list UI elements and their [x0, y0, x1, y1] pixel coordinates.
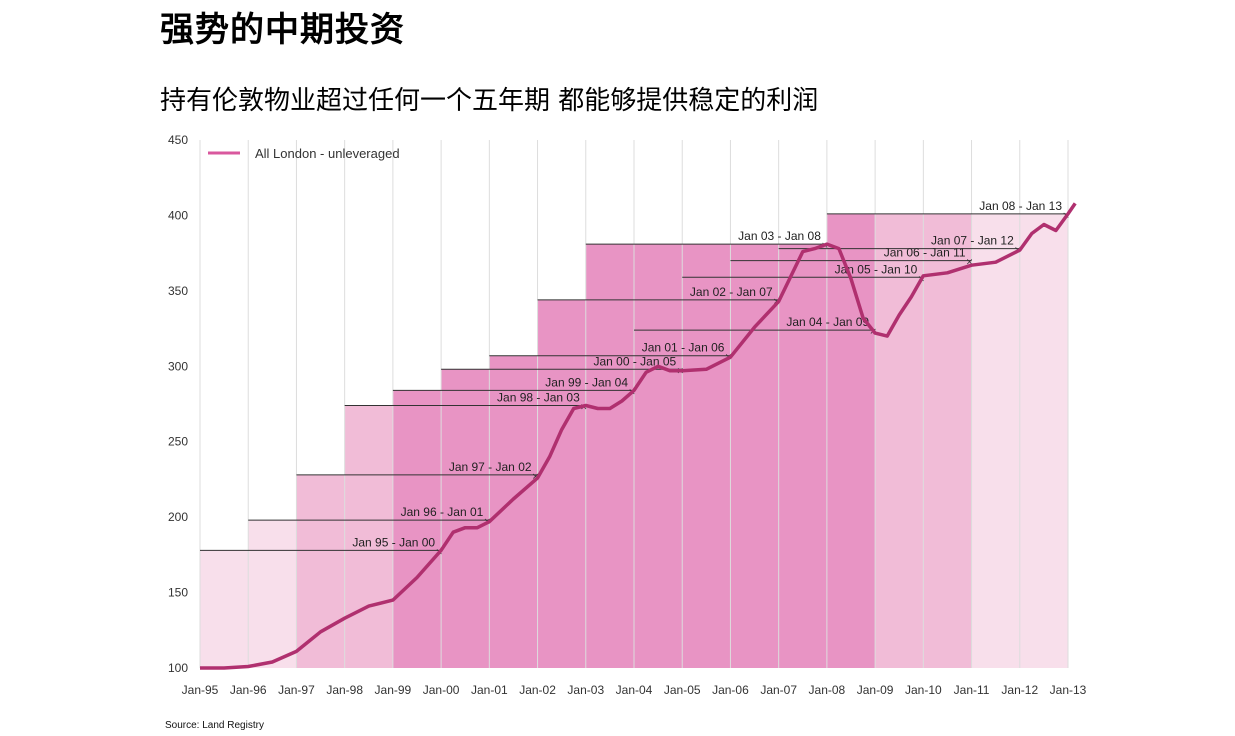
period-label: Jan 98 - Jan 03	[497, 391, 580, 405]
period-label: Jan 95 - Jan 00	[352, 535, 435, 549]
y-tick-label: 150	[168, 586, 188, 600]
period-label: Jan 99 - Jan 04	[545, 375, 628, 389]
period-label: Jan 01 - Jan 06	[642, 341, 725, 355]
chart-subtitle: 持有伦敦物业超过任何一个五年期 都能够提供稳定的利润	[160, 86, 819, 116]
period-label: Jan 06 - Jan 11	[884, 246, 966, 260]
series-lines	[200, 202, 1077, 670]
x-tick-label: Jan-96	[230, 683, 267, 697]
x-tick-label: Jan-98	[326, 683, 363, 697]
y-tick-label: 450	[168, 133, 188, 147]
source-note: Source: Land Registry	[165, 720, 264, 731]
y-tick-label: 300	[168, 359, 188, 373]
period-label: Jan 08 - Jan 13	[979, 199, 1062, 213]
period-band	[200, 550, 249, 668]
x-tick-label: Jan-05	[664, 683, 701, 697]
period-label: Jan 04 - Jan 09	[786, 315, 869, 329]
chart-title: 强势的中期投资	[160, 10, 405, 50]
x-tick-label: Jan-04	[616, 683, 653, 697]
x-tick-label: Jan-13	[1050, 683, 1087, 697]
period-band	[392, 390, 442, 668]
period-band	[634, 244, 683, 668]
period-band	[923, 213, 972, 669]
period-marker: ×	[532, 472, 540, 482]
x-tick-label: Jan-03	[567, 683, 604, 697]
x-tick-label: Jan-12	[1001, 683, 1038, 697]
x-tick-label: Jan-97	[278, 683, 315, 697]
period-band	[826, 213, 876, 669]
y-tick-label: 100	[168, 661, 188, 675]
x-tick-label: Jan-10	[905, 683, 942, 697]
period-label: Jan 05 - Jan 10	[835, 262, 918, 276]
period-label: Jan 00 - Jan 05	[593, 354, 676, 368]
x-tick-label: Jan-08	[809, 683, 846, 697]
x-axis-ticks: Jan-95 Jan-96 Jan-97 Jan-98 Jan-99 Jan-00 Jan-…	[182, 683, 1087, 697]
period-label: Jan 03 - Jan 08	[738, 229, 821, 243]
period-band	[585, 244, 634, 668]
x-tick-label: Jan-00	[423, 683, 460, 697]
period-band	[682, 244, 731, 668]
x-tick-label: Jan-95	[182, 683, 219, 697]
period-band	[730, 244, 779, 668]
period-band	[1019, 213, 1068, 669]
period-band	[344, 405, 393, 668]
series-line	[200, 202, 1077, 670]
x-tick-label: Jan-11	[954, 683, 990, 697]
legend-label: All London - unleveraged	[255, 146, 400, 161]
x-tick-label: Jan-06	[712, 683, 749, 697]
y-tick-label: 250	[168, 435, 188, 449]
x-tick-label: Jan-07	[760, 683, 797, 697]
period-band	[971, 213, 1020, 669]
period-band	[248, 520, 297, 668]
y-axis-ticks: 100 150 200 250 300 350 400 450	[168, 133, 188, 675]
x-tick-label: Jan-09	[857, 683, 894, 697]
grid-lines	[199, 140, 1069, 668]
period-label: Jan 02 - Jan 07	[690, 285, 773, 299]
y-tick-label: 350	[168, 284, 188, 298]
period-band	[441, 369, 490, 668]
period-band	[778, 244, 827, 668]
legend: All London - unleveraged	[208, 146, 400, 161]
x-tick-label: Jan-01	[471, 683, 508, 697]
period-band	[296, 474, 345, 668]
y-tick-label: 400	[168, 208, 188, 222]
x-tick-label: Jan-99	[375, 683, 412, 697]
period-band	[875, 213, 924, 669]
period-label: Jan 07 - Jan 12	[931, 234, 1014, 248]
period-label: Jan 97 - Jan 02	[449, 460, 532, 474]
x-tick-label: Jan-02	[519, 683, 556, 697]
period-band	[537, 299, 586, 668]
period-label: Jan 96 - Jan 01	[401, 505, 484, 519]
period-marker: ×	[966, 258, 974, 268]
y-tick-label: 200	[168, 510, 188, 524]
